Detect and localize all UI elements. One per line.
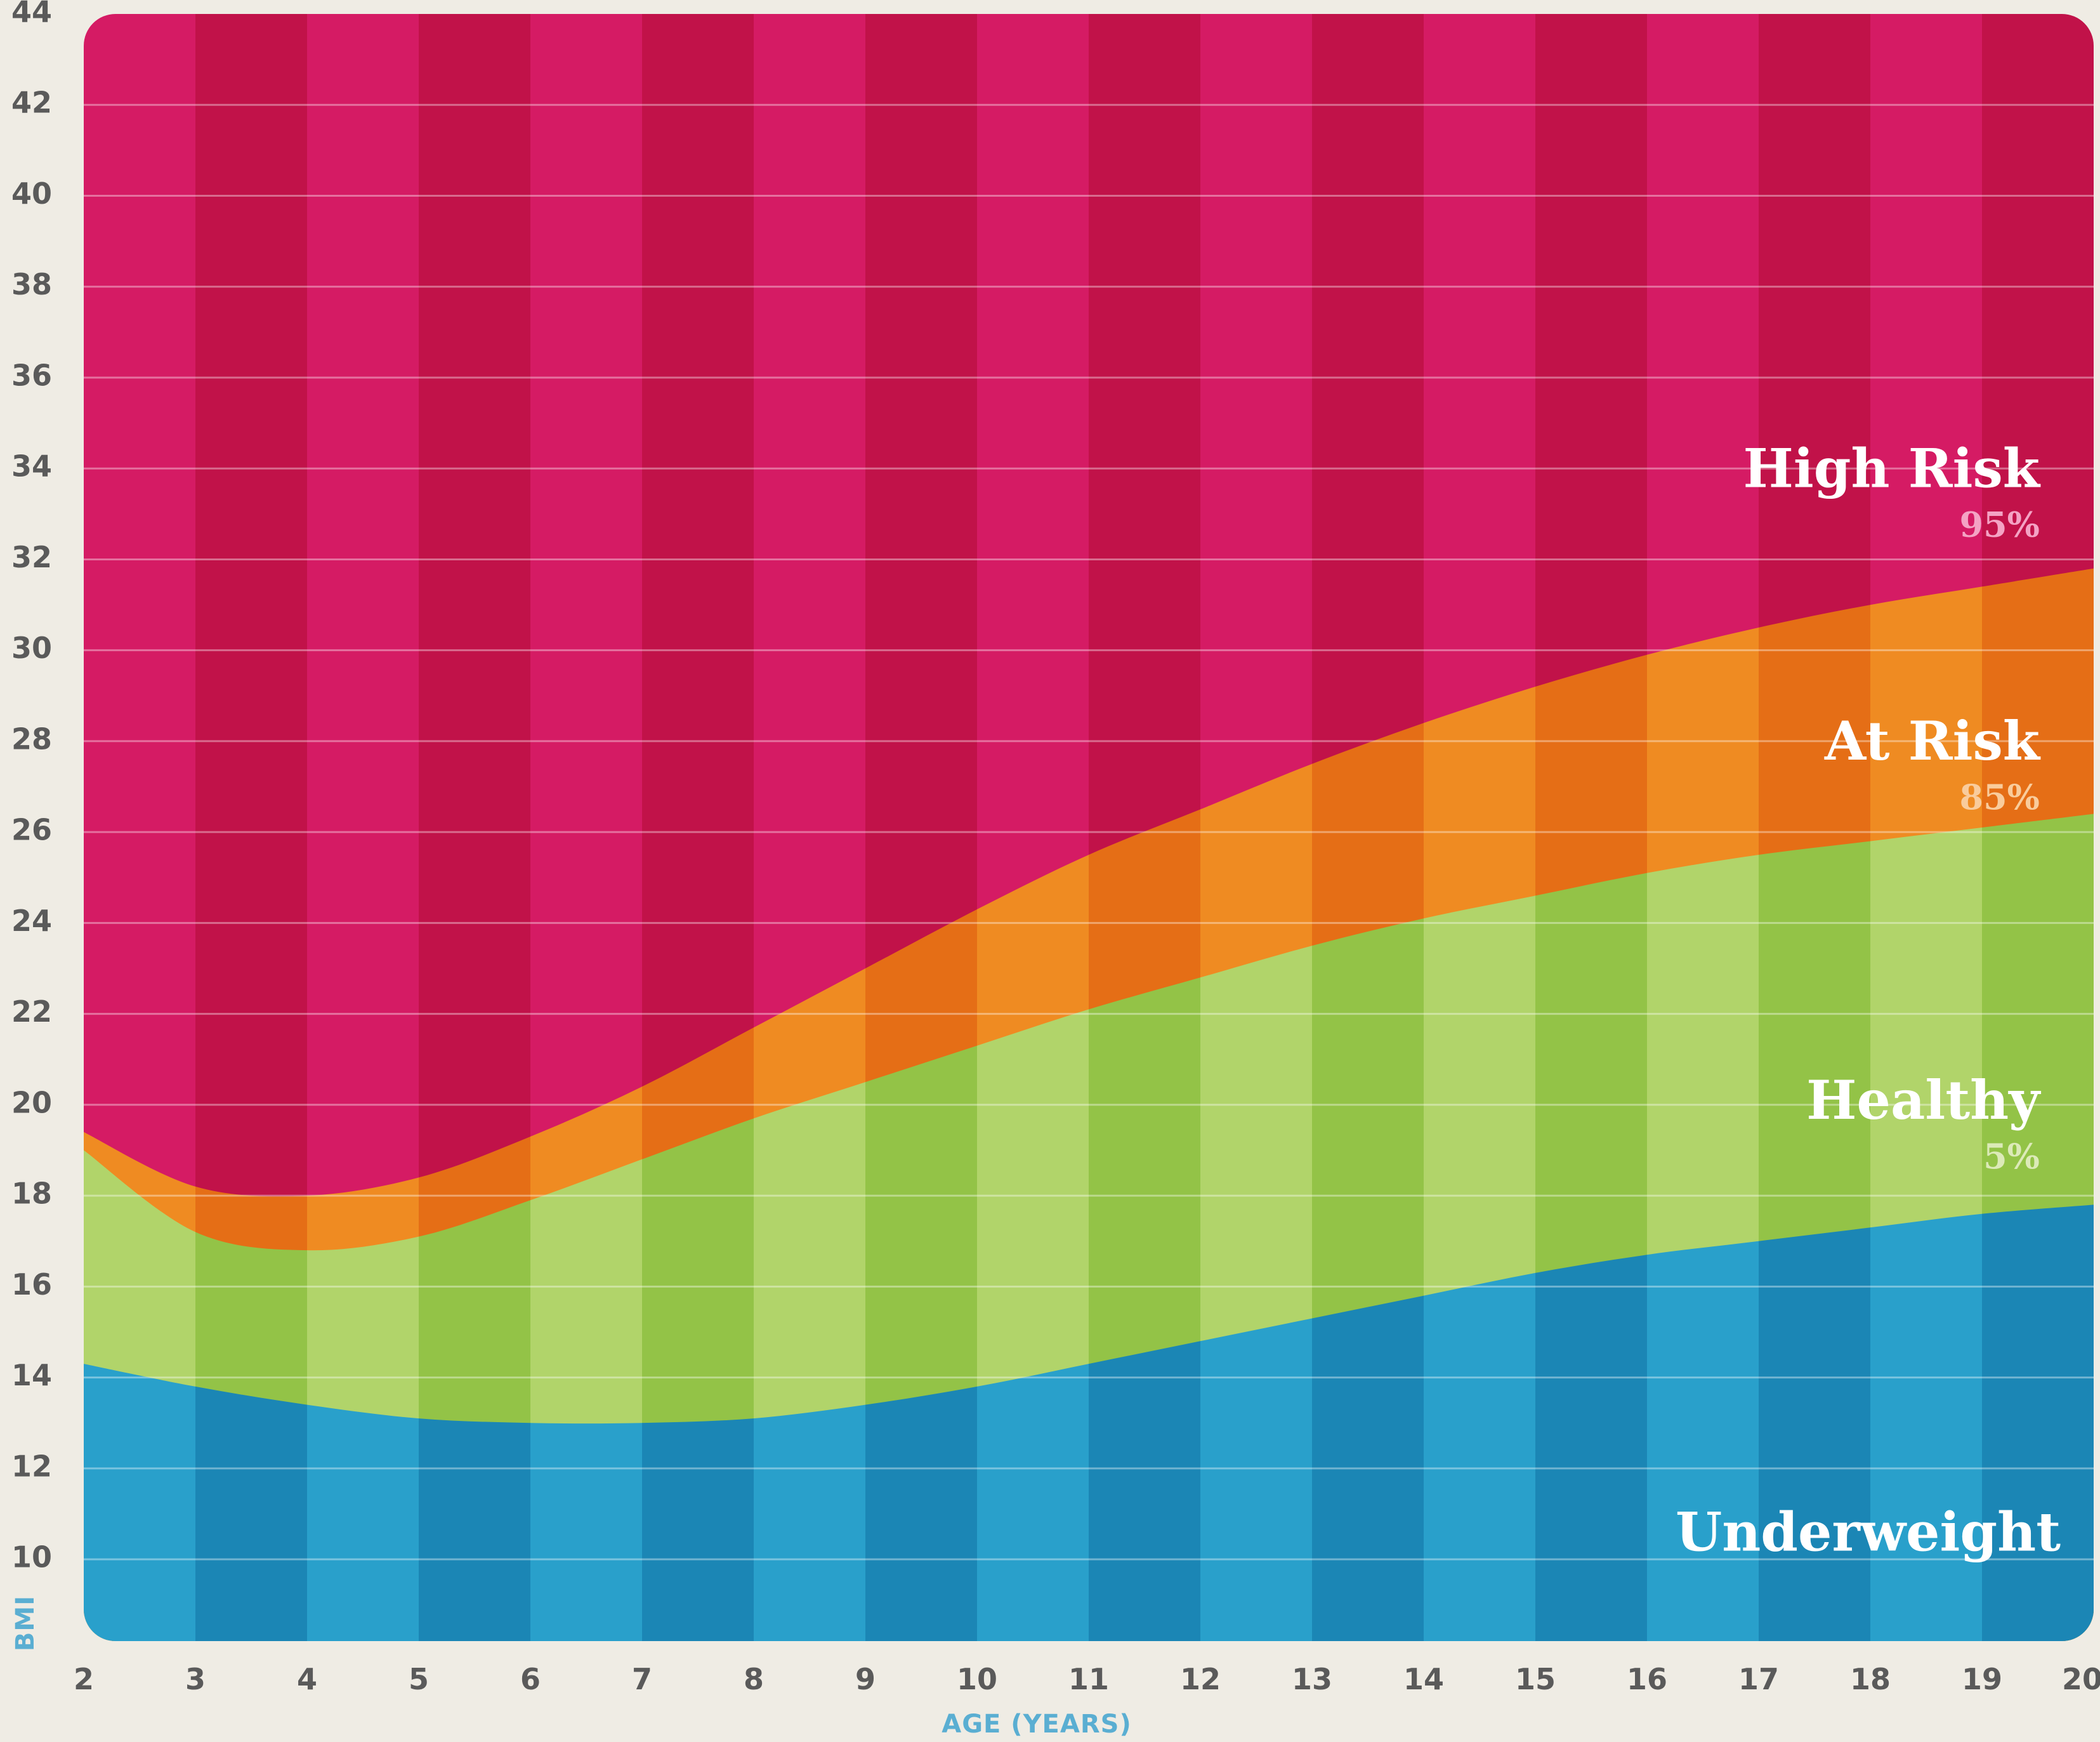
x-tick-label: 6 — [520, 1662, 541, 1696]
x-tick-label: 14 — [1403, 1662, 1444, 1696]
x-axis: 2 3 4 5 6 7 8 9 10 11 12 13 14 15 16 17 18 19 20 — [74, 1662, 2100, 1696]
x-tick-label: 8 — [744, 1662, 764, 1696]
x-tick-label: 19 — [1962, 1662, 2002, 1696]
x-tick-label: 13 — [1292, 1662, 1332, 1696]
underweight-band — [1759, 1204, 1871, 1641]
y-tick-label: 12 — [11, 1449, 52, 1483]
x-tick-label: 12 — [1180, 1662, 1221, 1696]
y-tick-label: 14 — [11, 1358, 52, 1392]
healthy-percentile-label: 5% — [1983, 1136, 2040, 1177]
x-tick-label: 18 — [1850, 1662, 1891, 1696]
underweight-band — [1982, 1204, 2094, 1641]
underweight-band — [1870, 1204, 1983, 1641]
y-tick-label: 30 — [11, 631, 52, 665]
y-tick-label: 44 — [11, 0, 52, 29]
y-tick-label: 34 — [11, 449, 52, 484]
x-tick-label: 2 — [74, 1662, 94, 1696]
x-tick-label: 10 — [957, 1662, 997, 1696]
grid-lines — [84, 103, 2094, 1561]
x-tick-label: 11 — [1068, 1662, 1109, 1696]
y-axis: 10 12 14 16 18 20 22 24 26 28 30 32 34 36 38 40 42 44 — [11, 0, 52, 1574]
y-tick-label: 20 — [11, 1085, 52, 1119]
y-tick-label: 26 — [11, 813, 52, 847]
x-tick-label: 17 — [1738, 1662, 1779, 1696]
y-tick-label: 40 — [11, 176, 52, 211]
x-tick-label: 4 — [297, 1662, 317, 1696]
y-tick-label: 42 — [11, 86, 52, 120]
underweight-band — [1647, 1204, 1759, 1641]
y-tick-label: 18 — [11, 1177, 52, 1211]
x-tick-label: 20 — [2062, 1662, 2100, 1696]
underweight-label: Underweight — [1676, 1500, 2061, 1563]
healthy-label: Healthy — [1806, 1069, 2041, 1132]
y-tick-label: 16 — [11, 1267, 52, 1302]
x-tick-label: 15 — [1515, 1662, 1556, 1696]
x-tick-label: 16 — [1627, 1662, 1667, 1696]
y-tick-label: 36 — [11, 358, 52, 392]
y-axis-title: BMI — [11, 1595, 40, 1651]
x-tick-label: 9 — [855, 1662, 876, 1696]
underweight-area — [84, 1204, 2094, 1641]
high-risk-label: High Risk — [1743, 437, 2040, 499]
x-tick-label: 3 — [185, 1662, 206, 1696]
x-tick-label: 5 — [409, 1662, 429, 1696]
x-tick-label: 7 — [632, 1662, 652, 1696]
plot-area — [84, 14, 2094, 1641]
at-risk-percentile-label: 85% — [1960, 777, 2040, 817]
y-tick-label: 24 — [11, 904, 52, 938]
y-tick-label: 32 — [11, 540, 52, 574]
y-tick-label: 10 — [11, 1540, 52, 1574]
y-tick-label: 22 — [11, 994, 52, 1029]
y-tick-label: 28 — [11, 722, 52, 756]
high-risk-percentile-label: 95% — [1960, 504, 2040, 544]
y-tick-label: 38 — [11, 267, 52, 301]
underweight-band — [1535, 1204, 1648, 1641]
at-risk-label: At Risk — [1824, 709, 2041, 772]
x-axis-title: AGE (YEARS) — [942, 1710, 1131, 1739]
